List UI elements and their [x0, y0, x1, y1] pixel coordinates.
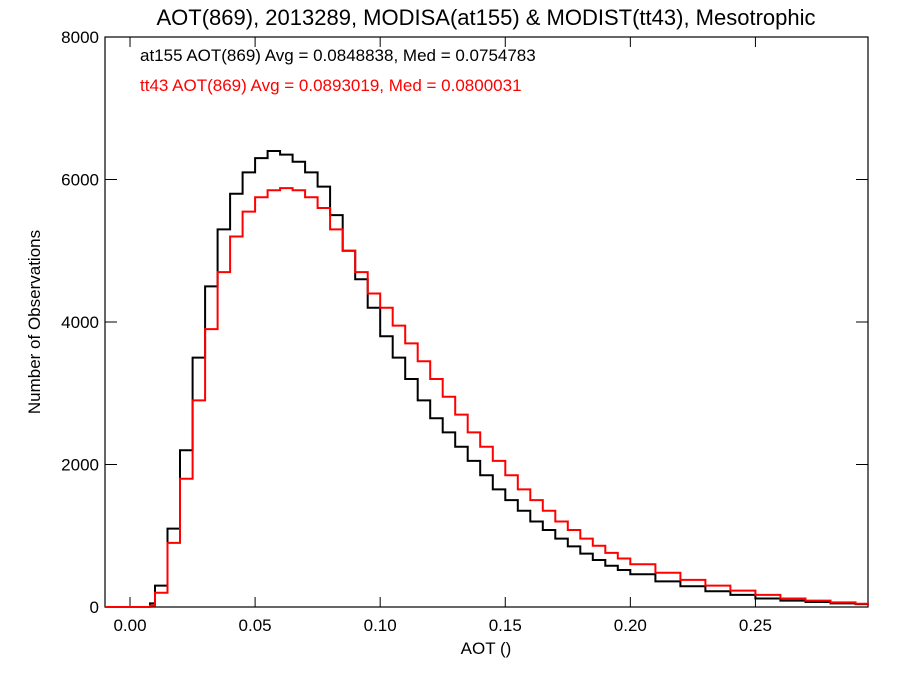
annotation-at155: at155 AOT(869) Avg = 0.0848838, Med = 0.…: [140, 46, 536, 65]
plot-frame: [104, 36, 869, 608]
series-layer: [105, 150, 869, 608]
plot-area: [104, 36, 869, 608]
y-tick-label: 8000: [61, 28, 99, 47]
y-axis-label: Number of Observations: [25, 230, 44, 414]
x-tick-label: 0.20: [614, 616, 647, 635]
y-tick-label: 0: [90, 598, 99, 617]
x-tick-label: 0.15: [489, 616, 522, 635]
x-axis: 0.00 0.05 0.10 0.15 0.20 0.25: [113, 37, 772, 635]
y-tick-label: 4000: [61, 313, 99, 332]
x-tick-label: 0.25: [739, 616, 772, 635]
x-tick-label: 0.10: [364, 616, 397, 635]
x-axis-label: AOT (): [461, 639, 512, 658]
series-line-at155: [105, 150, 869, 608]
y-tick-label: 2000: [61, 456, 99, 475]
x-tick-label: 0.00: [113, 616, 146, 635]
series-line-tt43: [105, 187, 869, 608]
annotation-tt43: tt43 AOT(869) Avg = 0.0893019, Med = 0.0…: [140, 76, 522, 95]
chart-title: AOT(869), 2013289, MODISA(at155) & MODIS…: [156, 5, 815, 30]
y-axis: 0 2000 4000 6000 8000: [61, 28, 868, 617]
y-tick-label: 6000: [61, 171, 99, 190]
x-tick-label: 0.05: [239, 616, 272, 635]
